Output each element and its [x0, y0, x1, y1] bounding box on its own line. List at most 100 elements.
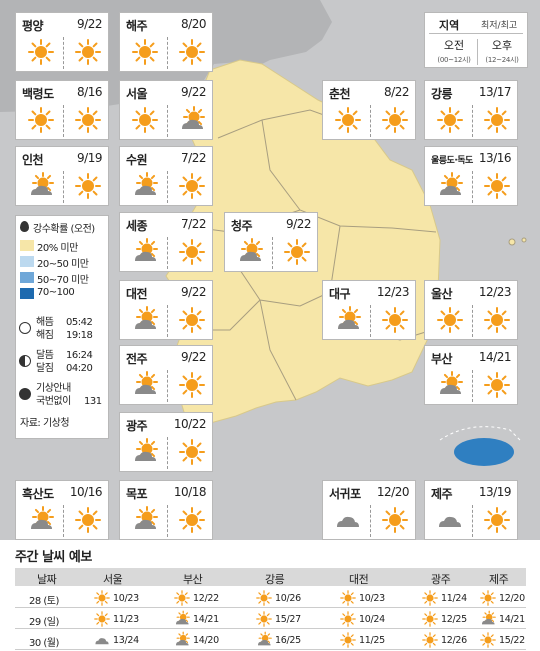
partly-cloudy-icon [255, 631, 273, 649]
city-card: 해주 8/20 [119, 12, 213, 72]
partly-cloudy-icon [435, 171, 465, 201]
am-label-block: 오전 (00~12시) [431, 37, 477, 65]
weekly-row: 29 (일) 11/23 14/21 15/27 10/24 12/25 14/21 [15, 609, 526, 629]
sun-icon [177, 171, 207, 201]
city-card: 울산 12/23 [424, 280, 518, 340]
sun-icon [482, 505, 512, 535]
weekly-row: 30 (월) 13/24 14/20 16/25 11/25 12/26 15/22 [15, 630, 526, 650]
weekly-city-header: 광주 [431, 573, 451, 586]
city-card: 대구 12/23 [322, 280, 416, 340]
weekly-temp: 12/25 [441, 614, 467, 625]
weekly-temp: 16/25 [275, 635, 301, 646]
city-card: 강릉 13/17 [424, 80, 518, 140]
city-card: 백령도 8/16 [15, 80, 109, 140]
city-card: 목포 10/18 [119, 480, 213, 540]
weekly-temp: 14/21 [193, 614, 219, 625]
cloud-icon [333, 505, 363, 535]
city-temp: 9/22 [77, 17, 102, 31]
moonset-time: 04:20 [66, 363, 93, 374]
city-card: 서울 9/22 [119, 80, 213, 140]
city-name: 목포 [126, 487, 148, 501]
sun-icon [482, 370, 512, 400]
sun-icon [255, 589, 273, 607]
sun-icon [339, 589, 357, 607]
moonset-label: 달짐 [36, 363, 54, 374]
city-name: 서울 [126, 87, 148, 101]
city-name: 해주 [126, 19, 148, 33]
city-temp: 8/22 [384, 85, 409, 99]
weekly-temp: 15/27 [275, 614, 301, 625]
weekly-city-header: 부산 [183, 573, 203, 586]
city-temp: 9/22 [181, 85, 206, 99]
sun-icon [26, 105, 56, 135]
raindrop-icon [20, 221, 29, 232]
weekly-temp: 10/24 [359, 614, 385, 625]
sunset-label: 해짐 [36, 330, 54, 341]
weekly-temp: 12/22 [193, 593, 219, 604]
sun-icon [177, 505, 207, 535]
city-card: 인천 9/19 [15, 146, 109, 206]
partly-cloudy-icon [26, 171, 56, 201]
date-header: 날짜 [37, 573, 57, 586]
city-name: 전주 [126, 352, 148, 366]
city-name: 울릉도·독도 [431, 156, 473, 166]
weekly-city-header: 서울 [103, 573, 123, 586]
city-temp: 12/20 [376, 485, 410, 499]
partly-cloudy-icon [173, 631, 191, 649]
partly-cloudy-icon [173, 610, 191, 628]
weekly-temp: 14/21 [499, 614, 525, 625]
city-temp: 9/22 [181, 350, 206, 364]
city-card: 수원 7/22 [119, 146, 213, 206]
am-range: (00~12시) [437, 56, 471, 64]
sun-icon [73, 105, 103, 135]
sunrise-label: 해뜸 [36, 317, 54, 328]
partly-cloudy-icon [26, 505, 56, 535]
am-label: 오전 [443, 39, 465, 52]
sun-icon [333, 105, 363, 135]
city-name: 광주 [126, 419, 148, 433]
weekly-city-header: 제주 [489, 573, 509, 586]
sun-icon [177, 305, 207, 335]
city-temp: 13/19 [478, 485, 512, 499]
city-card: 울릉도·독도 13/16 [424, 146, 518, 206]
info-key-box: 지역 최저/최고 오전 (00~12시) 오후 (12~24시) [424, 12, 528, 68]
city-card: 광주 10/22 [119, 412, 213, 472]
korea-map: 지역 최저/최고 오전 (00~12시) 오후 (12~24시) 평양 9/22 해… [0, 0, 540, 540]
partly-cloudy-icon [435, 370, 465, 400]
city-name: 세종 [126, 219, 148, 233]
weekly-temp: 10/23 [359, 593, 385, 604]
moonrise-time: 16:24 [66, 350, 93, 361]
city-name: 청주 [231, 219, 253, 233]
pm-label: 오후 [491, 39, 513, 52]
weekly-date: 30 (월) [29, 638, 59, 649]
partly-cloudy-icon [130, 370, 160, 400]
weekly-temp: 14/20 [193, 635, 219, 646]
sun-glyph-icon [19, 322, 31, 334]
weekly-temp: 11/24 [441, 593, 467, 604]
legend-swatch-1 [20, 240, 34, 251]
city-temp: 9/22 [181, 285, 206, 299]
city-temp: 10/18 [173, 485, 207, 499]
weekly-row: 28 (토) 10/23 12/22 10/26 10/23 11/24 12/20 [15, 588, 526, 608]
weekly-temp: 13/24 [113, 635, 139, 646]
sun-icon [73, 171, 103, 201]
sun-icon [482, 171, 512, 201]
partly-cloudy-icon [130, 237, 160, 267]
city-temp: 9/19 [77, 151, 102, 165]
city-card: 청주 9/22 [224, 212, 318, 272]
weekly-city-header: 대전 [349, 573, 369, 586]
city-temp: 14/21 [478, 350, 512, 364]
pm-range: (12~24시) [485, 56, 519, 64]
info-label-2: 국번없이 [36, 396, 71, 407]
sun-icon [421, 589, 439, 607]
sun-icon [421, 631, 439, 649]
city-temp: 10/16 [69, 485, 103, 499]
city-name: 평양 [22, 19, 44, 33]
weekly-forecast: 주간 날씨 예보 날짜 서울 부산 강릉 대전 광주 제주 28 (토) 10/23 12/2… [0, 540, 540, 651]
info-label-1: 기상안내 [36, 383, 71, 394]
city-card: 춘천 8/22 [322, 80, 416, 140]
sunrise-time: 05:42 [66, 317, 93, 328]
sun-icon [435, 105, 465, 135]
sun-icon [435, 305, 465, 335]
